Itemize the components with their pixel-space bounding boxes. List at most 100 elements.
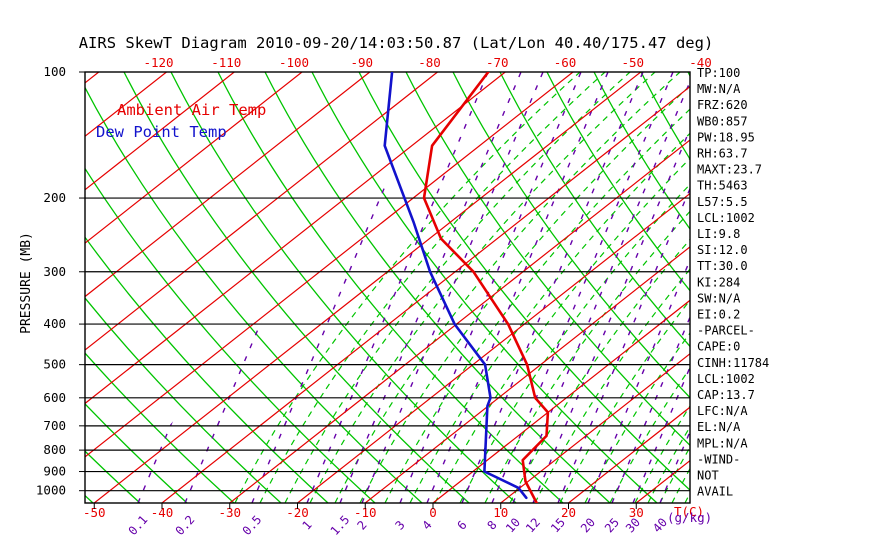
pressure-tick-label: 500: [43, 357, 66, 372]
bottom-temp-label: 0: [429, 505, 437, 520]
top-temp-label: -80: [418, 55, 441, 70]
dry-adiabat: [499, 72, 690, 348]
mixing-ratio-line: [426, 72, 609, 503]
moist-adiabat: [259, 72, 606, 503]
isotherm-lines: [85, 72, 690, 503]
isotherm: [432, 299, 690, 503]
stat-line: LI:9.8: [697, 227, 740, 241]
stat-line: LFC:N/A: [697, 404, 748, 418]
moist-adiabat: [459, 72, 690, 503]
mixing-ratio-label: 3: [392, 518, 407, 533]
dry-adiabat: [85, 167, 376, 503]
moist-adiabat: [509, 72, 690, 503]
mixing-ratio-label: 2: [354, 518, 369, 533]
legend-ambient-temp: Ambient Air Temp: [117, 101, 266, 119]
moist-adiabat: [434, 72, 690, 503]
isotherm: [161, 85, 690, 503]
dry-adiabat: [217, 72, 564, 503]
bottom-temp-label: -50: [83, 505, 106, 520]
pressure-tick-label: 100: [43, 64, 66, 79]
dry-adiabat: [170, 72, 517, 503]
isotherm: [85, 72, 100, 84]
isotherm: [85, 72, 235, 191]
top-temp-label: -40: [689, 55, 712, 70]
dry-adiabat: [358, 72, 690, 491]
dry-adiabat: [735, 72, 870, 503]
top-temp-label: -70: [486, 55, 509, 70]
stat-line: AVAIL: [697, 485, 733, 499]
top-temp-label: -100: [279, 55, 309, 70]
moist-adiabat-lines: [234, 72, 690, 503]
stat-line: MPL:N/A: [697, 436, 748, 450]
dry-adiabat: [311, 72, 658, 503]
stat-line: LCL:1002: [697, 372, 755, 386]
mixing-ratio-label: 0.5: [240, 513, 265, 538]
stat-line: SW:N/A: [697, 291, 741, 305]
stat-line: CINH:11784: [697, 356, 769, 370]
dry-adiabat: [85, 402, 188, 503]
isotherm: [93, 72, 642, 503]
stat-line: CAPE:0: [697, 340, 740, 354]
pressure-tick-label: 700: [43, 418, 66, 433]
bottom-temp-label: -40: [151, 505, 174, 520]
dry-adiabat: [123, 72, 470, 503]
stat-line: WB0:857: [697, 114, 748, 128]
pressure-tick-label: 1000: [36, 483, 66, 498]
stat-line: EI:0.2: [697, 308, 740, 322]
dry-adiabat: [264, 72, 611, 503]
isotherm: [500, 352, 690, 503]
temp-unit-label: T(C): [674, 504, 704, 519]
pressure-labels: 100 200 300 400 500 600 700 800 900 1000: [36, 64, 66, 498]
ambient-temp-curve: [422, 72, 550, 503]
stat-line: SI:12.0: [697, 243, 748, 257]
stat-line: LCL:1002: [697, 211, 755, 225]
isotherm: [364, 246, 690, 503]
mixing-ratio-label: 1.5: [328, 513, 353, 538]
sounding-curves: [383, 72, 550, 503]
isotherm: [85, 72, 574, 458]
mixing-ratio-label: 25: [602, 515, 622, 535]
isotherm: [229, 139, 690, 503]
dry-adiabat: [85, 236, 329, 503]
moist-adiabat: [559, 72, 690, 503]
bottom-temp-label: -20: [286, 505, 309, 520]
dry-adiabat: [85, 494, 94, 503]
isotherm: [297, 192, 690, 503]
top-temp-label: -120: [143, 55, 173, 70]
pressure-tick-label: 800: [43, 442, 66, 457]
dry-adiabat: [546, 72, 690, 292]
stat-line: PW:18.95: [697, 130, 755, 144]
mixing-ratio-label: 4: [419, 518, 434, 533]
pressure-tick-label: 600: [43, 390, 66, 405]
moist-adiabat: [659, 72, 690, 503]
stat-line: EL:N/A: [697, 420, 741, 434]
mixing-ratio-label: 20: [578, 515, 598, 535]
moist-adiabat: [584, 72, 690, 503]
moist-adiabat: [647, 72, 690, 503]
dry-adiabat: [640, 72, 690, 161]
plot-border: [84, 71, 691, 504]
moist-adiabat: [334, 72, 681, 503]
bottom-temp-label: -30: [218, 505, 241, 520]
pressure-tick-label: 400: [43, 316, 66, 331]
moist-adiabat: [359, 72, 690, 503]
legend-dew-point: Dew Point Temp: [96, 123, 227, 141]
mixing-ratio-label: 12: [523, 515, 543, 535]
stat-line: MAXT:23.7: [697, 163, 762, 177]
isotherm: [85, 72, 506, 405]
isotherm: [85, 72, 371, 298]
moist-adiabat: [534, 72, 690, 503]
pressure-tick-label: 200: [43, 190, 66, 205]
pressure-gridlines: [85, 197, 690, 492]
dew-point-curve: [383, 72, 528, 500]
axis-ticks: [79, 71, 637, 509]
stat-line: TH:5463: [697, 179, 748, 193]
mixing-ratio-label: 8: [484, 518, 499, 533]
moist-adiabat: [609, 72, 690, 503]
stats-column: TP:100 MW:N/A FRZ:620 WB0:857 PW:18.95 RH:63.…: [697, 66, 769, 499]
bottom-temp-label: 30: [629, 505, 644, 520]
top-temp-label: -50: [621, 55, 644, 70]
stat-line: NOT: [697, 469, 719, 483]
